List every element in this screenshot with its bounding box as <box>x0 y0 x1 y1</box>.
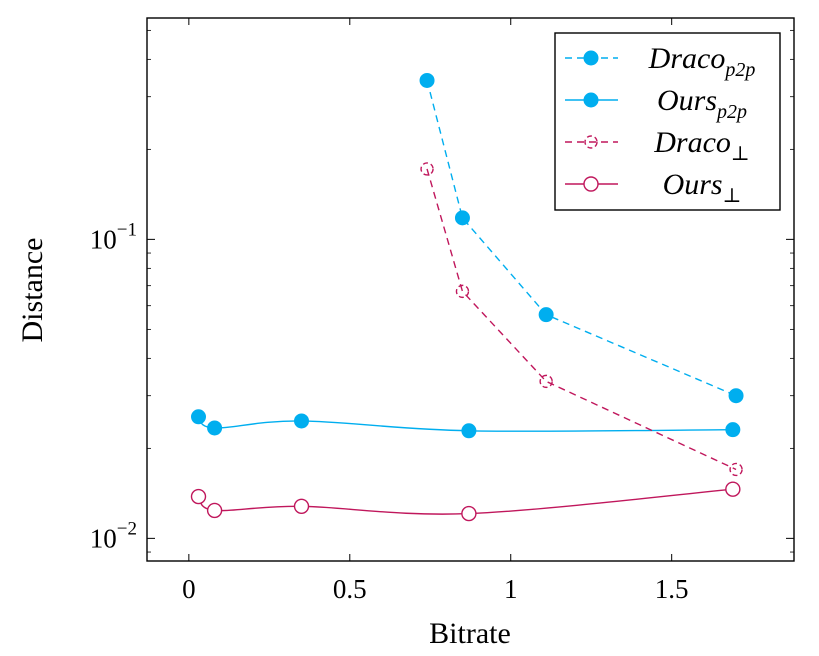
x-tick-label: 1.5 <box>655 574 689 604</box>
legend-marker <box>583 50 599 66</box>
data-point <box>454 210 470 226</box>
data-point <box>455 284 470 299</box>
data-point <box>293 498 310 515</box>
legend-label: Dracop2p <box>648 42 756 81</box>
axis-ticks: 0 0.5 1 1.5 10−2 10−1 <box>90 18 794 604</box>
y-tick-label: 10−1 <box>90 219 137 254</box>
data-point <box>419 72 435 88</box>
plot-frame <box>146 17 795 562</box>
series-3 <box>190 481 741 522</box>
series-line <box>426 168 737 471</box>
data-point <box>729 462 743 477</box>
y-tick-label: 10−2 <box>90 518 137 553</box>
data-point <box>294 413 310 429</box>
x-axis-label: Bitrate <box>429 617 511 650</box>
legend-marker <box>583 92 599 108</box>
series-0 <box>419 72 744 404</box>
data-point <box>538 307 554 323</box>
data-point <box>190 488 207 505</box>
data-point <box>207 420 223 436</box>
x-tick-label: 0.5 <box>333 574 367 604</box>
data-point <box>206 502 223 519</box>
legend-label: Draco⊥ <box>653 126 749 165</box>
series-2 <box>420 162 743 477</box>
data-point <box>725 481 741 497</box>
data-point <box>461 505 477 522</box>
x-tick-label: 0 <box>182 574 196 604</box>
legend-label: Oursp2p <box>657 84 747 123</box>
legend-label: Ours⊥ <box>663 168 742 207</box>
data-point <box>461 423 477 439</box>
data-point <box>728 388 744 404</box>
data-point <box>420 162 434 176</box>
series-1 <box>191 409 741 439</box>
data-point <box>539 374 553 389</box>
legend-marker <box>584 135 598 149</box>
x-tick-label: 1 <box>504 574 518 604</box>
plot-marks <box>190 72 744 522</box>
data-point <box>191 409 207 425</box>
series-line <box>426 80 737 397</box>
legend-marker <box>583 176 599 192</box>
data-point <box>725 422 741 438</box>
y-axis-label: Distance <box>16 238 49 343</box>
